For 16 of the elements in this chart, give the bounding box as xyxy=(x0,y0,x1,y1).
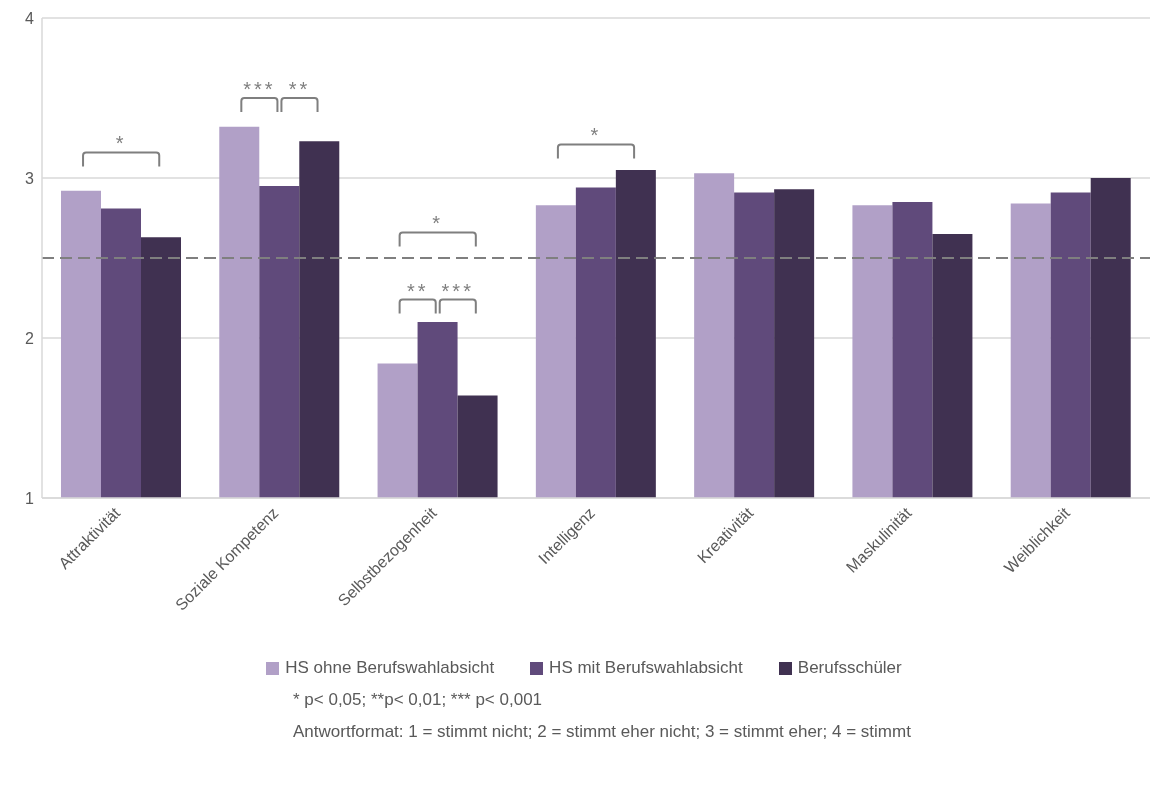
text: * p< 0,05; **p< 0,01; *** p< 0,001 xyxy=(293,690,544,710)
annotation: * xyxy=(590,124,602,147)
y-tick-label: 2 xyxy=(25,329,35,347)
y-tick-label: 1 xyxy=(25,489,35,507)
annotation: *** xyxy=(441,279,474,302)
legend-label: HS ohne Berufswahlabsicht xyxy=(284,658,495,678)
annotation: ** xyxy=(406,279,429,302)
y-tick-label: 3 xyxy=(25,169,35,187)
annotation: * xyxy=(432,212,444,235)
text: Antwortformat: 1 = stimmt nicht; 2 = stimmt eher nicht; 3 = stimmt eher; 4 = stimmt xyxy=(293,722,912,742)
legend-label: HS mit Berufswahlabsicht xyxy=(548,658,743,678)
annotation: ** xyxy=(288,78,311,100)
annotation: * xyxy=(115,132,127,155)
annotation: *** xyxy=(243,78,276,100)
legend-label: Berufsschüler xyxy=(796,658,902,678)
y-tick-label: 4 xyxy=(25,9,35,27)
